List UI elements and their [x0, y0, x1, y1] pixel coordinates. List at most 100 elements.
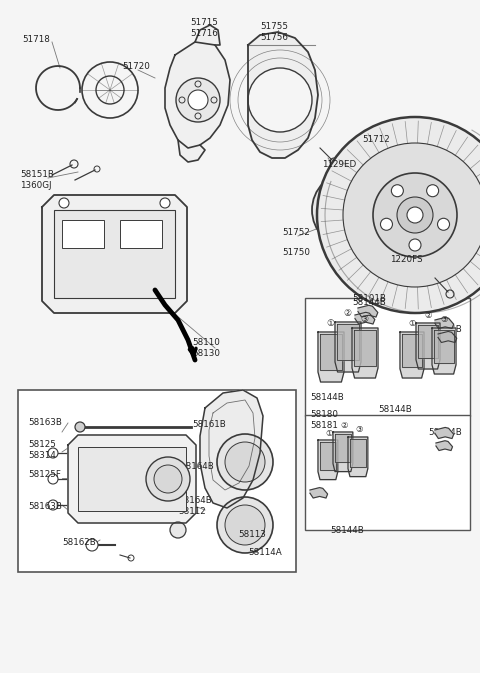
Text: 51755
51756: 51755 51756	[260, 22, 288, 42]
Circle shape	[48, 474, 58, 484]
Circle shape	[407, 207, 423, 223]
Text: 58144B: 58144B	[428, 428, 462, 437]
Text: ③: ③	[355, 425, 363, 435]
Circle shape	[48, 500, 58, 510]
Circle shape	[340, 200, 360, 220]
Text: ③: ③	[360, 316, 368, 324]
Text: 58180
58181: 58180 58181	[310, 410, 338, 430]
Text: 51720: 51720	[122, 62, 150, 71]
Polygon shape	[348, 437, 368, 476]
Text: ②: ②	[424, 310, 432, 320]
Text: 58164B
58112: 58164B 58112	[178, 496, 212, 516]
Circle shape	[170, 522, 186, 538]
Polygon shape	[333, 432, 353, 472]
Polygon shape	[200, 390, 263, 508]
Bar	[305, 298, 470, 416]
Text: 1220FS: 1220FS	[390, 255, 422, 264]
Text: 58144B: 58144B	[330, 526, 364, 535]
Text: 58125F: 58125F	[28, 470, 61, 479]
Circle shape	[381, 218, 393, 230]
Text: 58163B: 58163B	[28, 502, 62, 511]
Bar	[120, 220, 162, 248]
Polygon shape	[335, 434, 351, 462]
Text: 51752: 51752	[282, 228, 310, 237]
Text: 58144B: 58144B	[428, 325, 462, 334]
Text: ②: ②	[343, 310, 351, 318]
Text: ①: ①	[326, 320, 334, 328]
Polygon shape	[400, 332, 424, 378]
Circle shape	[373, 173, 457, 257]
Circle shape	[225, 442, 265, 482]
Polygon shape	[358, 306, 378, 317]
Text: 58144B: 58144B	[378, 405, 412, 414]
Circle shape	[312, 172, 388, 248]
Polygon shape	[355, 312, 375, 324]
Text: 58114A: 58114A	[248, 548, 282, 557]
Text: 58162B: 58162B	[62, 538, 96, 547]
Polygon shape	[42, 195, 187, 313]
Circle shape	[48, 448, 58, 458]
Bar	[54, 210, 175, 298]
Text: 58163B: 58163B	[28, 418, 62, 427]
Circle shape	[328, 188, 372, 232]
Polygon shape	[435, 427, 454, 439]
Text: 58144B: 58144B	[352, 298, 386, 307]
Text: ①: ①	[408, 320, 416, 328]
Text: 58125
58314: 58125 58314	[28, 440, 56, 460]
Circle shape	[343, 143, 480, 287]
Circle shape	[225, 505, 265, 545]
Circle shape	[86, 539, 98, 551]
Polygon shape	[435, 318, 454, 328]
Circle shape	[427, 184, 439, 197]
Polygon shape	[418, 325, 438, 357]
Text: 58161B: 58161B	[192, 420, 226, 429]
Circle shape	[317, 117, 480, 313]
Bar	[18, 390, 296, 572]
Circle shape	[409, 239, 421, 251]
Text: 51715
51716: 51715 51716	[190, 18, 218, 38]
Polygon shape	[436, 441, 453, 450]
Polygon shape	[438, 331, 456, 343]
Polygon shape	[68, 435, 196, 523]
Polygon shape	[335, 322, 361, 372]
Polygon shape	[195, 25, 220, 45]
Text: ①: ①	[325, 429, 333, 437]
Circle shape	[188, 90, 208, 110]
Circle shape	[75, 422, 85, 432]
Polygon shape	[318, 332, 344, 382]
Text: 58164B: 58164B	[180, 462, 214, 471]
Text: ③: ③	[440, 316, 448, 324]
Circle shape	[217, 497, 273, 553]
Text: 51712: 51712	[362, 135, 390, 144]
Polygon shape	[402, 334, 422, 367]
Circle shape	[217, 434, 273, 490]
Circle shape	[438, 218, 450, 230]
Circle shape	[397, 197, 433, 233]
Polygon shape	[320, 441, 336, 470]
Polygon shape	[165, 42, 230, 148]
Text: 58101B: 58101B	[352, 294, 386, 303]
Circle shape	[391, 184, 403, 197]
Circle shape	[176, 78, 220, 122]
Circle shape	[146, 457, 190, 501]
Polygon shape	[248, 32, 318, 158]
Polygon shape	[432, 328, 456, 374]
Polygon shape	[178, 140, 205, 162]
Text: 51750: 51750	[282, 248, 310, 257]
Polygon shape	[337, 324, 359, 359]
Text: 58113: 58113	[238, 530, 266, 539]
Circle shape	[323, 188, 332, 199]
Polygon shape	[310, 488, 327, 498]
Polygon shape	[320, 334, 342, 369]
Bar	[305, 415, 470, 530]
Circle shape	[154, 465, 182, 493]
Polygon shape	[354, 330, 376, 365]
Text: 58110
58130: 58110 58130	[192, 338, 220, 358]
Polygon shape	[318, 440, 338, 480]
Circle shape	[59, 198, 69, 208]
Text: 58144B: 58144B	[310, 393, 344, 402]
Text: ②: ②	[340, 421, 348, 429]
Bar	[78, 447, 186, 511]
Circle shape	[354, 178, 364, 188]
Text: 58151B
1360GJ: 58151B 1360GJ	[20, 170, 54, 190]
